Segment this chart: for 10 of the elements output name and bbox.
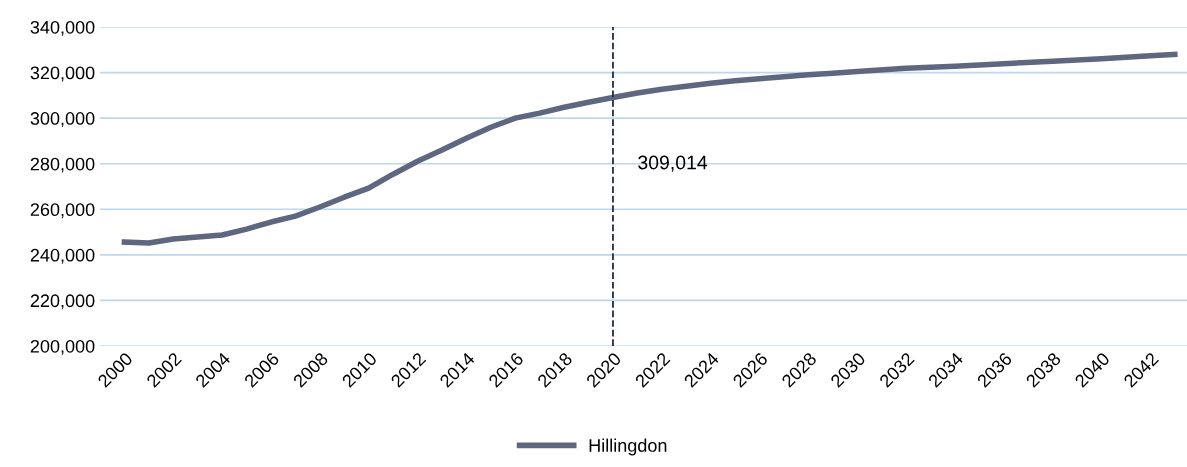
y-tick-label: 300,000 — [30, 112, 95, 127]
y-tick-label: 280,000 — [30, 157, 95, 173]
y-tick-label: 200,000 — [30, 339, 95, 355]
y-tick-label: 220,000 — [30, 294, 95, 310]
y-tick-label: 320,000 — [30, 66, 95, 82]
annotation: 309,014 — [638, 155, 708, 172]
legend-label: Hillingdon — [589, 438, 667, 456]
y-tick-label: 240,000 — [30, 248, 95, 264]
y-tick-label: 260,000 — [30, 203, 95, 219]
y-tick-label: 340,000 — [30, 20, 95, 36]
